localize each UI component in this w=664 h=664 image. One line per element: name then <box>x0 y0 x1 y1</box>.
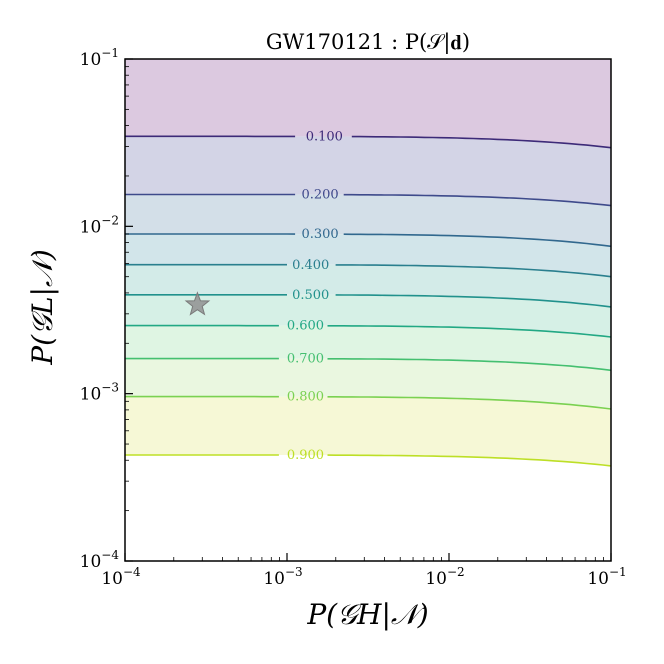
y-tick-label: 10−4 <box>80 548 120 572</box>
contour-line <box>327 324 612 338</box>
y-tick-label: 10−1 <box>80 46 119 70</box>
x-tick-label: 10−2 <box>425 565 464 589</box>
marker-layer <box>184 291 211 316</box>
chart-title: GW170121 : P(𝒮|𝐝) <box>266 30 470 55</box>
x-tick-label: 10−4 <box>101 565 141 589</box>
y-tick-label: 10−3 <box>80 381 119 405</box>
contour-lines <box>125 135 612 467</box>
contour-level-label: 0.500 <box>292 288 329 303</box>
y-axis-label: P(𝒢L|𝒩) <box>26 249 59 365</box>
plot-frame <box>124 58 612 562</box>
x-axis-ticks: 10−4 10−3 10−2 10−1 <box>101 553 627 589</box>
contour-band <box>125 136 611 206</box>
contour-band <box>125 294 611 337</box>
contour-line <box>343 193 612 207</box>
contour-band <box>125 396 611 466</box>
contour-level-label: 0.300 <box>301 227 338 242</box>
contour-level-label: 0.400 <box>292 258 329 273</box>
contour-level-label: 0.900 <box>287 448 324 463</box>
contour-level-label: 0.600 <box>287 319 324 334</box>
contour-band <box>125 264 611 307</box>
contour-line <box>327 454 612 467</box>
contour-line <box>335 264 612 278</box>
x-tick-label: 10−3 <box>263 565 302 589</box>
contour-line <box>335 294 612 308</box>
contour-line <box>343 233 612 248</box>
contour-level-label: 0.800 <box>287 390 324 405</box>
contour-level-label: 0.200 <box>301 188 338 203</box>
y-axis-ticks: 10−4 10−3 10−2 10−1 <box>80 46 133 572</box>
contour-line <box>327 395 612 410</box>
x-axis-label: P(𝒢H|𝒩) <box>306 598 428 631</box>
contour-fills <box>125 59 611 466</box>
contour-band <box>125 59 611 148</box>
y-tick-label: 10−2 <box>80 213 119 237</box>
contour-band <box>125 234 611 277</box>
contour-level-label: 0.700 <box>287 352 324 367</box>
contour-line <box>351 135 612 149</box>
contour-level-label: 0.100 <box>306 129 343 144</box>
star-marker <box>184 291 211 316</box>
x-tick-label: 10−1 <box>587 565 626 589</box>
contour-level-labels: 0.100 0.200 0.300 0.400 0.500 0.600 0.700 0.800… <box>287 129 343 463</box>
contour-line <box>327 357 612 372</box>
contour-band <box>125 325 611 371</box>
